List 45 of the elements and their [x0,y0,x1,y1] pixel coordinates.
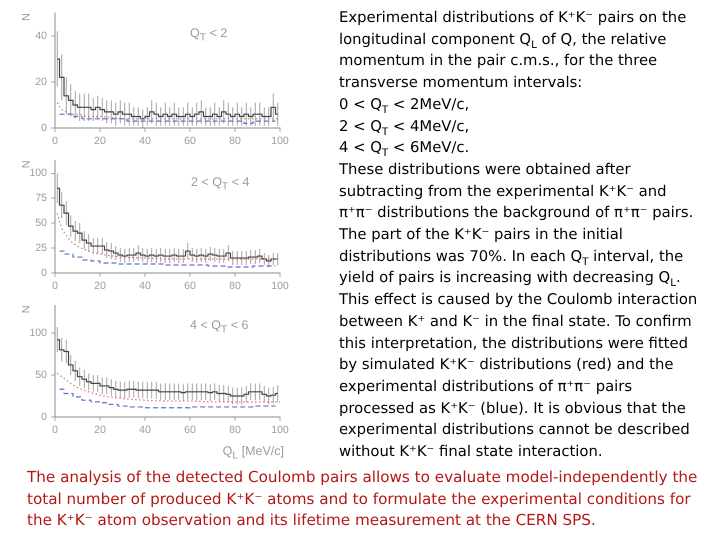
text: 2 < Q$_{T}$ < 4 [191,174,250,194]
y-tick-label: 50 [35,368,48,381]
text: 0 < Q$_{T}$ < 2MeV/c, [339,94,470,116]
x-tick-label: 0 [52,135,58,148]
text: Q$_{T}$ < 2 [190,25,228,46]
x-tick-label: 0 [52,424,58,436]
x-tick-label: 100 [271,280,289,292]
text: 4 < Q$_{T}$ < 6 [190,317,248,338]
x-tick-label: 100 [271,135,289,148]
y-tick-label: 20 [35,76,48,88]
y-tick-label: 0 [41,122,48,134]
x-axis-title: Q$_{L}$ [MeV/c] [222,443,284,464]
x-tick-label: 60 [184,424,196,436]
text: 4 < Q$_{T}$ < 6MeV/c. [339,138,470,160]
line-series [56,212,280,260]
y-tick-label: 25 [35,242,48,254]
y-tick-label: 40 [35,30,48,42]
text: Experimental distributions of K⁺K⁻ pairs on the longitudinal component Q$_{L}$ of Q, the relative momentum in the pair c.m.s., for the three transverse momentum intervals: [339,8,688,94]
x-tick-label: 100 [271,424,289,436]
x-tick-label: 40 [139,424,151,436]
text: The analysis of the detected Coulomb pairs allows to evaluate model-independently the total number of produced K⁺K⁻ atoms and to formulate the experimental conditions for the K⁺K⁻ atom observation and its lifetime measurement at the CERN SPS. [27,467,698,531]
y-tick-label: 100 [29,167,48,180]
x-tick-label: 60 [184,135,196,148]
y-tick-label: 50 [35,217,48,230]
x-tick-label: 80 [229,424,241,436]
y-axis-title: N [20,160,33,168]
y-axis-title: N [20,12,33,21]
line-series [56,372,280,402]
y-tick-label: 75 [35,192,48,204]
line-series [56,102,280,120]
text: 2 < Q$_{T}$ < 4MeV/c, [339,116,470,138]
y-tick-label: 100 [29,326,48,339]
x-tick-label: 20 [94,135,106,148]
x-tick-label: 40 [139,280,151,292]
y-tick-label: 0 [41,266,48,279]
x-tick-label: 80 [229,280,241,292]
y-tick-label: 0 [41,410,48,423]
x-tick-label: 80 [229,135,241,148]
text: These distributions were obtained after subtracting from the experimental K⁺K⁻ and π⁺π⁻ distributions the background of π⁺π⁻ pairs. The part of the K⁺K⁻ pairs in the initial distributions was 70%. In each Q$_{T}$ interval, the yield of pairs is increasing with decreasing Q$_{L}$. This effect is caused by the Coulomb interaction between K⁺ and K⁻ in the final state. To confirm this interpretation, the distributions were fitted by simulated K⁺K⁻ distributions (red) and the experimental distributions of π⁺π⁻ pairs processed as K⁺K⁻ (blue). It is obvious that the experimental distributions cannot be described without K⁺K⁻ final state interaction. [339,160,698,460]
x-tick-label: 60 [184,280,196,292]
x-tick-label: 40 [139,135,151,148]
x-tick-label: 20 [94,424,106,436]
x-tick-label: 20 [94,280,106,292]
x-tick-label: 0 [52,280,58,292]
y-axis-title: N [20,305,33,314]
